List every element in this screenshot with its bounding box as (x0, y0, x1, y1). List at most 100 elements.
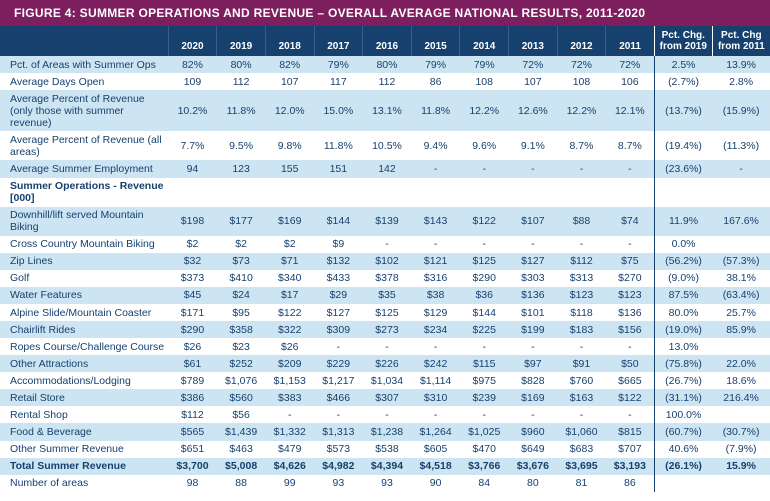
pct-from-2011: 22.0% (712, 355, 770, 372)
cell-value: - (411, 236, 460, 253)
cell-value (265, 178, 314, 207)
cell-value: - (509, 160, 558, 177)
cell-value: - (460, 406, 509, 423)
cell-value: $5,008 (217, 458, 266, 475)
cell-value: 12.1% (606, 90, 655, 131)
cell-value: $144 (314, 207, 363, 236)
cell-value: $45 (168, 287, 217, 304)
cell-value: $121 (411, 253, 460, 270)
cell-value: 9.8% (265, 131, 314, 160)
header-year: 2019 (217, 26, 266, 56)
cell-value (217, 178, 266, 207)
pct-from-2011: (57.3%) (712, 253, 770, 270)
cell-value (168, 178, 217, 207)
cell-value: $122 (265, 304, 314, 321)
pct-from-2011: 38.1% (712, 270, 770, 287)
table-row: Alpine Slide/Mountain Coaster$171$95$122… (0, 304, 770, 321)
cell-value: $707 (606, 441, 655, 458)
cell-value: $101 (509, 304, 558, 321)
cell-value: 9.1% (509, 131, 558, 160)
cell-value: $290 (168, 321, 217, 338)
table-row: Other Attractions$61$252$209$229$226$242… (0, 355, 770, 372)
row-label: Total Summer Revenue (0, 458, 168, 475)
cell-value: $3,193 (606, 458, 655, 475)
cell-value: 82% (168, 56, 217, 73)
cell-value: $23 (217, 338, 266, 355)
cell-value: - (509, 406, 558, 423)
cell-value: $36 (460, 287, 509, 304)
cell-value: $122 (460, 207, 509, 236)
row-label: Average Days Open (0, 73, 168, 90)
cell-value: $683 (557, 441, 606, 458)
pct-from-2019: (9.0%) (654, 270, 712, 287)
cell-value: - (363, 406, 412, 423)
cell-value: $760 (557, 372, 606, 389)
cell-value: 72% (557, 56, 606, 73)
cell-value: $1,153 (265, 372, 314, 389)
cell-value: $538 (363, 441, 412, 458)
cell-value: $234 (411, 321, 460, 338)
cell-value: - (509, 236, 558, 253)
table-row: Downhill/lift served Mountain Biking$198… (0, 207, 770, 236)
cell-value: $1,060 (557, 423, 606, 440)
cell-value: $123 (557, 287, 606, 304)
cell-value: $156 (606, 321, 655, 338)
cell-value: $115 (460, 355, 509, 372)
pct-from-2019: (31.1%) (654, 389, 712, 406)
cell-value: $1,313 (314, 423, 363, 440)
cell-value: $143 (411, 207, 460, 236)
header-year: 2011 (606, 26, 655, 56)
cell-value: $560 (217, 389, 266, 406)
cell-value: $252 (217, 355, 266, 372)
cell-value: - (314, 406, 363, 423)
header-year: 2017 (314, 26, 363, 56)
pct-from-2019 (654, 178, 712, 207)
cell-value: - (363, 338, 412, 355)
cell-value: $2 (168, 236, 217, 253)
row-label: Average Percent of Revenue(only those wi… (0, 90, 168, 131)
cell-value: $1,264 (411, 423, 460, 440)
cell-value: $123 (606, 287, 655, 304)
cell-value: $71 (265, 253, 314, 270)
cell-value: 9.5% (217, 131, 266, 160)
pct-from-2011: 2.8% (712, 73, 770, 90)
cell-value: 9.6% (460, 131, 509, 160)
cell-value: $38 (411, 287, 460, 304)
cell-value: $169 (265, 207, 314, 236)
cell-value: 117 (314, 73, 363, 90)
pct-from-2019: (19.0%) (654, 321, 712, 338)
pct-from-2019: (75.8%) (654, 355, 712, 372)
cell-value: $4,518 (411, 458, 460, 475)
cell-value: $209 (265, 355, 314, 372)
row-label: Summer Operations - Revenue [000] (0, 178, 168, 207)
cell-value: 86 (606, 475, 655, 492)
pct-from-2011 (712, 236, 770, 253)
header-year: 2013 (509, 26, 558, 56)
row-label: Other Attractions (0, 355, 168, 372)
cell-value: $466 (314, 389, 363, 406)
cell-value: $163 (557, 389, 606, 406)
cell-value: $463 (217, 441, 266, 458)
cell-value: 107 (265, 73, 314, 90)
table-row: Golf$373$410$340$433$378$316$290$303$313… (0, 270, 770, 287)
table-row: Rental Shop$112$56--------100.0% (0, 406, 770, 423)
cell-value: - (557, 406, 606, 423)
cell-value: $358 (217, 321, 266, 338)
cell-value: $139 (363, 207, 412, 236)
cell-value: $95 (217, 304, 266, 321)
cell-value: $97 (509, 355, 558, 372)
pct-from-2011 (712, 475, 770, 492)
cell-value: $1,114 (411, 372, 460, 389)
cell-value: $386 (168, 389, 217, 406)
data-table: 2020 2019 2018 2017 2016 2015 2014 2013 … (0, 26, 770, 492)
cell-value: 109 (168, 73, 217, 90)
cell-value: 84 (460, 475, 509, 492)
cell-value: $136 (509, 287, 558, 304)
cell-value: $239 (460, 389, 509, 406)
pct-from-2019: (26.7%) (654, 372, 712, 389)
cell-value: $4,394 (363, 458, 412, 475)
table-row: Number of areas98889993939084808186 (0, 475, 770, 492)
cell-value (460, 178, 509, 207)
cell-value: $171 (168, 304, 217, 321)
table-row: Chairlift Rides$290$358$322$309$273$234$… (0, 321, 770, 338)
